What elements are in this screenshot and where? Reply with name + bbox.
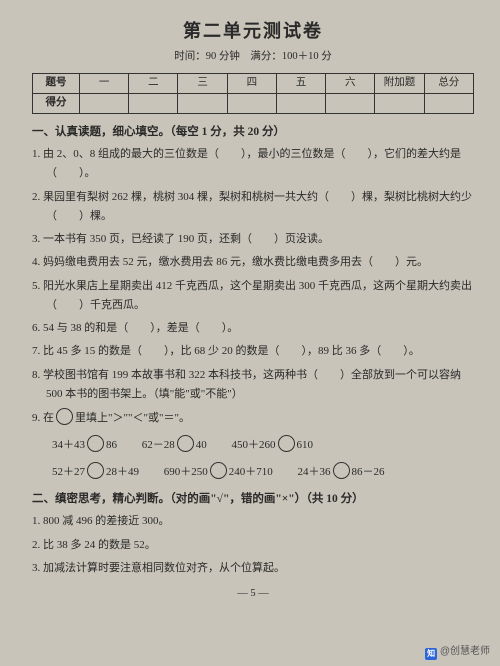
lhs: 690＋250 xyxy=(164,466,208,478)
q9-row1: 34＋43 86 62－28 40 450＋260 610 xyxy=(52,432,474,458)
q9-row2: 52＋27 28＋49 690＋250 240＋710 24＋36 86－26 xyxy=(52,459,474,485)
compare-expr: 450＋260 610 xyxy=(232,432,314,458)
question-7: 7. 比 45 多 15 的数是（ ），比 68 少 20 的数是（ ），89 … xyxy=(46,342,474,361)
rhs: 86－26 xyxy=(352,466,385,478)
section2-heading: 二、缜密思考，精心判断。（对的画"√"，错的画"×"）（共 10 分） xyxy=(32,491,474,508)
lhs: 62－28 xyxy=(142,439,175,451)
lhs: 24＋36 xyxy=(298,466,331,478)
score-cell xyxy=(178,93,227,113)
col-head: 一 xyxy=(80,73,129,93)
question-2-2: 2. 比 38 多 24 的数是 52。 xyxy=(46,536,474,555)
question-5: 5. 阳光水果店上星期卖出 412 千克西瓜，这个星期卖出 300 千克西瓜，这… xyxy=(46,277,474,316)
compare-expr: 52＋27 28＋49 xyxy=(52,459,139,485)
lhs: 34＋43 xyxy=(52,439,85,451)
circle-icon xyxy=(56,408,73,425)
q9-text2: 里填上"＞""＜"或"＝"。 xyxy=(75,412,190,424)
col-head: 四 xyxy=(227,73,276,93)
score-cell xyxy=(80,93,129,113)
compare-expr: 34＋43 86 xyxy=(52,432,117,458)
q9-text: 9. 在 xyxy=(32,412,54,424)
question-3: 3. 一本书有 350 页，已经读了 190 页，还剩（ ）页没读。 xyxy=(46,230,474,249)
question-2-3: 3. 加减法计算时要注意相同数位对齐，从个位算起。 xyxy=(46,559,474,578)
col-head: 二 xyxy=(129,73,178,93)
lhs: 52＋27 xyxy=(52,466,85,478)
score-cell xyxy=(276,93,325,113)
page-title: 第二单元测试卷 xyxy=(32,18,474,45)
circle-icon xyxy=(278,435,295,452)
page-number: — 5 — xyxy=(32,586,474,602)
question-1: 1. 由 2、0、8 组成的最大的三位数是（ ），最小的三位数是（ ），它们的差… xyxy=(46,145,474,184)
score-cell xyxy=(375,93,424,113)
lhs: 450＋260 xyxy=(232,439,276,451)
question-2: 2. 果园里有梨树 262 棵，桃树 304 棵，梨树和桃树一共大约（ ）棵，梨… xyxy=(46,188,474,227)
section1-heading: 一、认真读题，细心填空。（每空 1 分，共 20 分） xyxy=(32,124,474,141)
score-cell xyxy=(424,93,473,113)
page-subtitle: 时间：90 分钟 满分：100＋10 分 xyxy=(32,49,474,65)
question-2-1: 1. 800 减 496 的差接近 300。 xyxy=(46,512,474,531)
rhs: 610 xyxy=(297,439,314,451)
zhihu-icon: 知 xyxy=(425,648,437,660)
col-head: 六 xyxy=(326,73,375,93)
question-9: 9. 在里填上"＞""＜"或"＝"。 xyxy=(46,408,474,428)
col-head: 三 xyxy=(178,73,227,93)
score-cell xyxy=(227,93,276,113)
col-head: 附加题 xyxy=(375,73,424,93)
circle-icon xyxy=(177,435,194,452)
col-head: 总分 xyxy=(424,73,473,93)
question-4: 4. 妈妈缴电费用去 52 元，缴水费用去 86 元，缴水费比缴电费多用去（ ）… xyxy=(46,253,474,272)
table-row: 题号 一 二 三 四 五 六 附加题 总分 xyxy=(33,73,474,93)
row-label: 得分 xyxy=(33,93,80,113)
col-head: 五 xyxy=(276,73,325,93)
circle-icon xyxy=(333,462,350,479)
rhs: 28＋49 xyxy=(106,466,139,478)
watermark: 知 @创慧老师 xyxy=(425,644,490,660)
compare-expr: 690＋250 240＋710 xyxy=(164,459,273,485)
table-row: 得分 xyxy=(33,93,474,113)
rhs: 240＋710 xyxy=(229,466,273,478)
circle-icon xyxy=(87,435,104,452)
rhs: 40 xyxy=(196,439,207,451)
score-cell xyxy=(129,93,178,113)
rhs: 86 xyxy=(106,439,117,451)
score-cell xyxy=(326,93,375,113)
question-8: 8. 学校图书馆有 199 本故事书和 322 本科技书，这两种书（ ）全部放到… xyxy=(46,366,474,405)
score-table: 题号 一 二 三 四 五 六 附加题 总分 得分 xyxy=(32,73,474,114)
circle-icon xyxy=(210,462,227,479)
circle-icon xyxy=(87,462,104,479)
watermark-text: @创慧老师 xyxy=(440,646,490,657)
compare-expr: 24＋36 86－26 xyxy=(298,459,385,485)
row-label: 题号 xyxy=(33,73,80,93)
compare-expr: 62－28 40 xyxy=(142,432,207,458)
question-6: 6. 54 与 38 的和是（ ），差是（ ）。 xyxy=(46,319,474,338)
